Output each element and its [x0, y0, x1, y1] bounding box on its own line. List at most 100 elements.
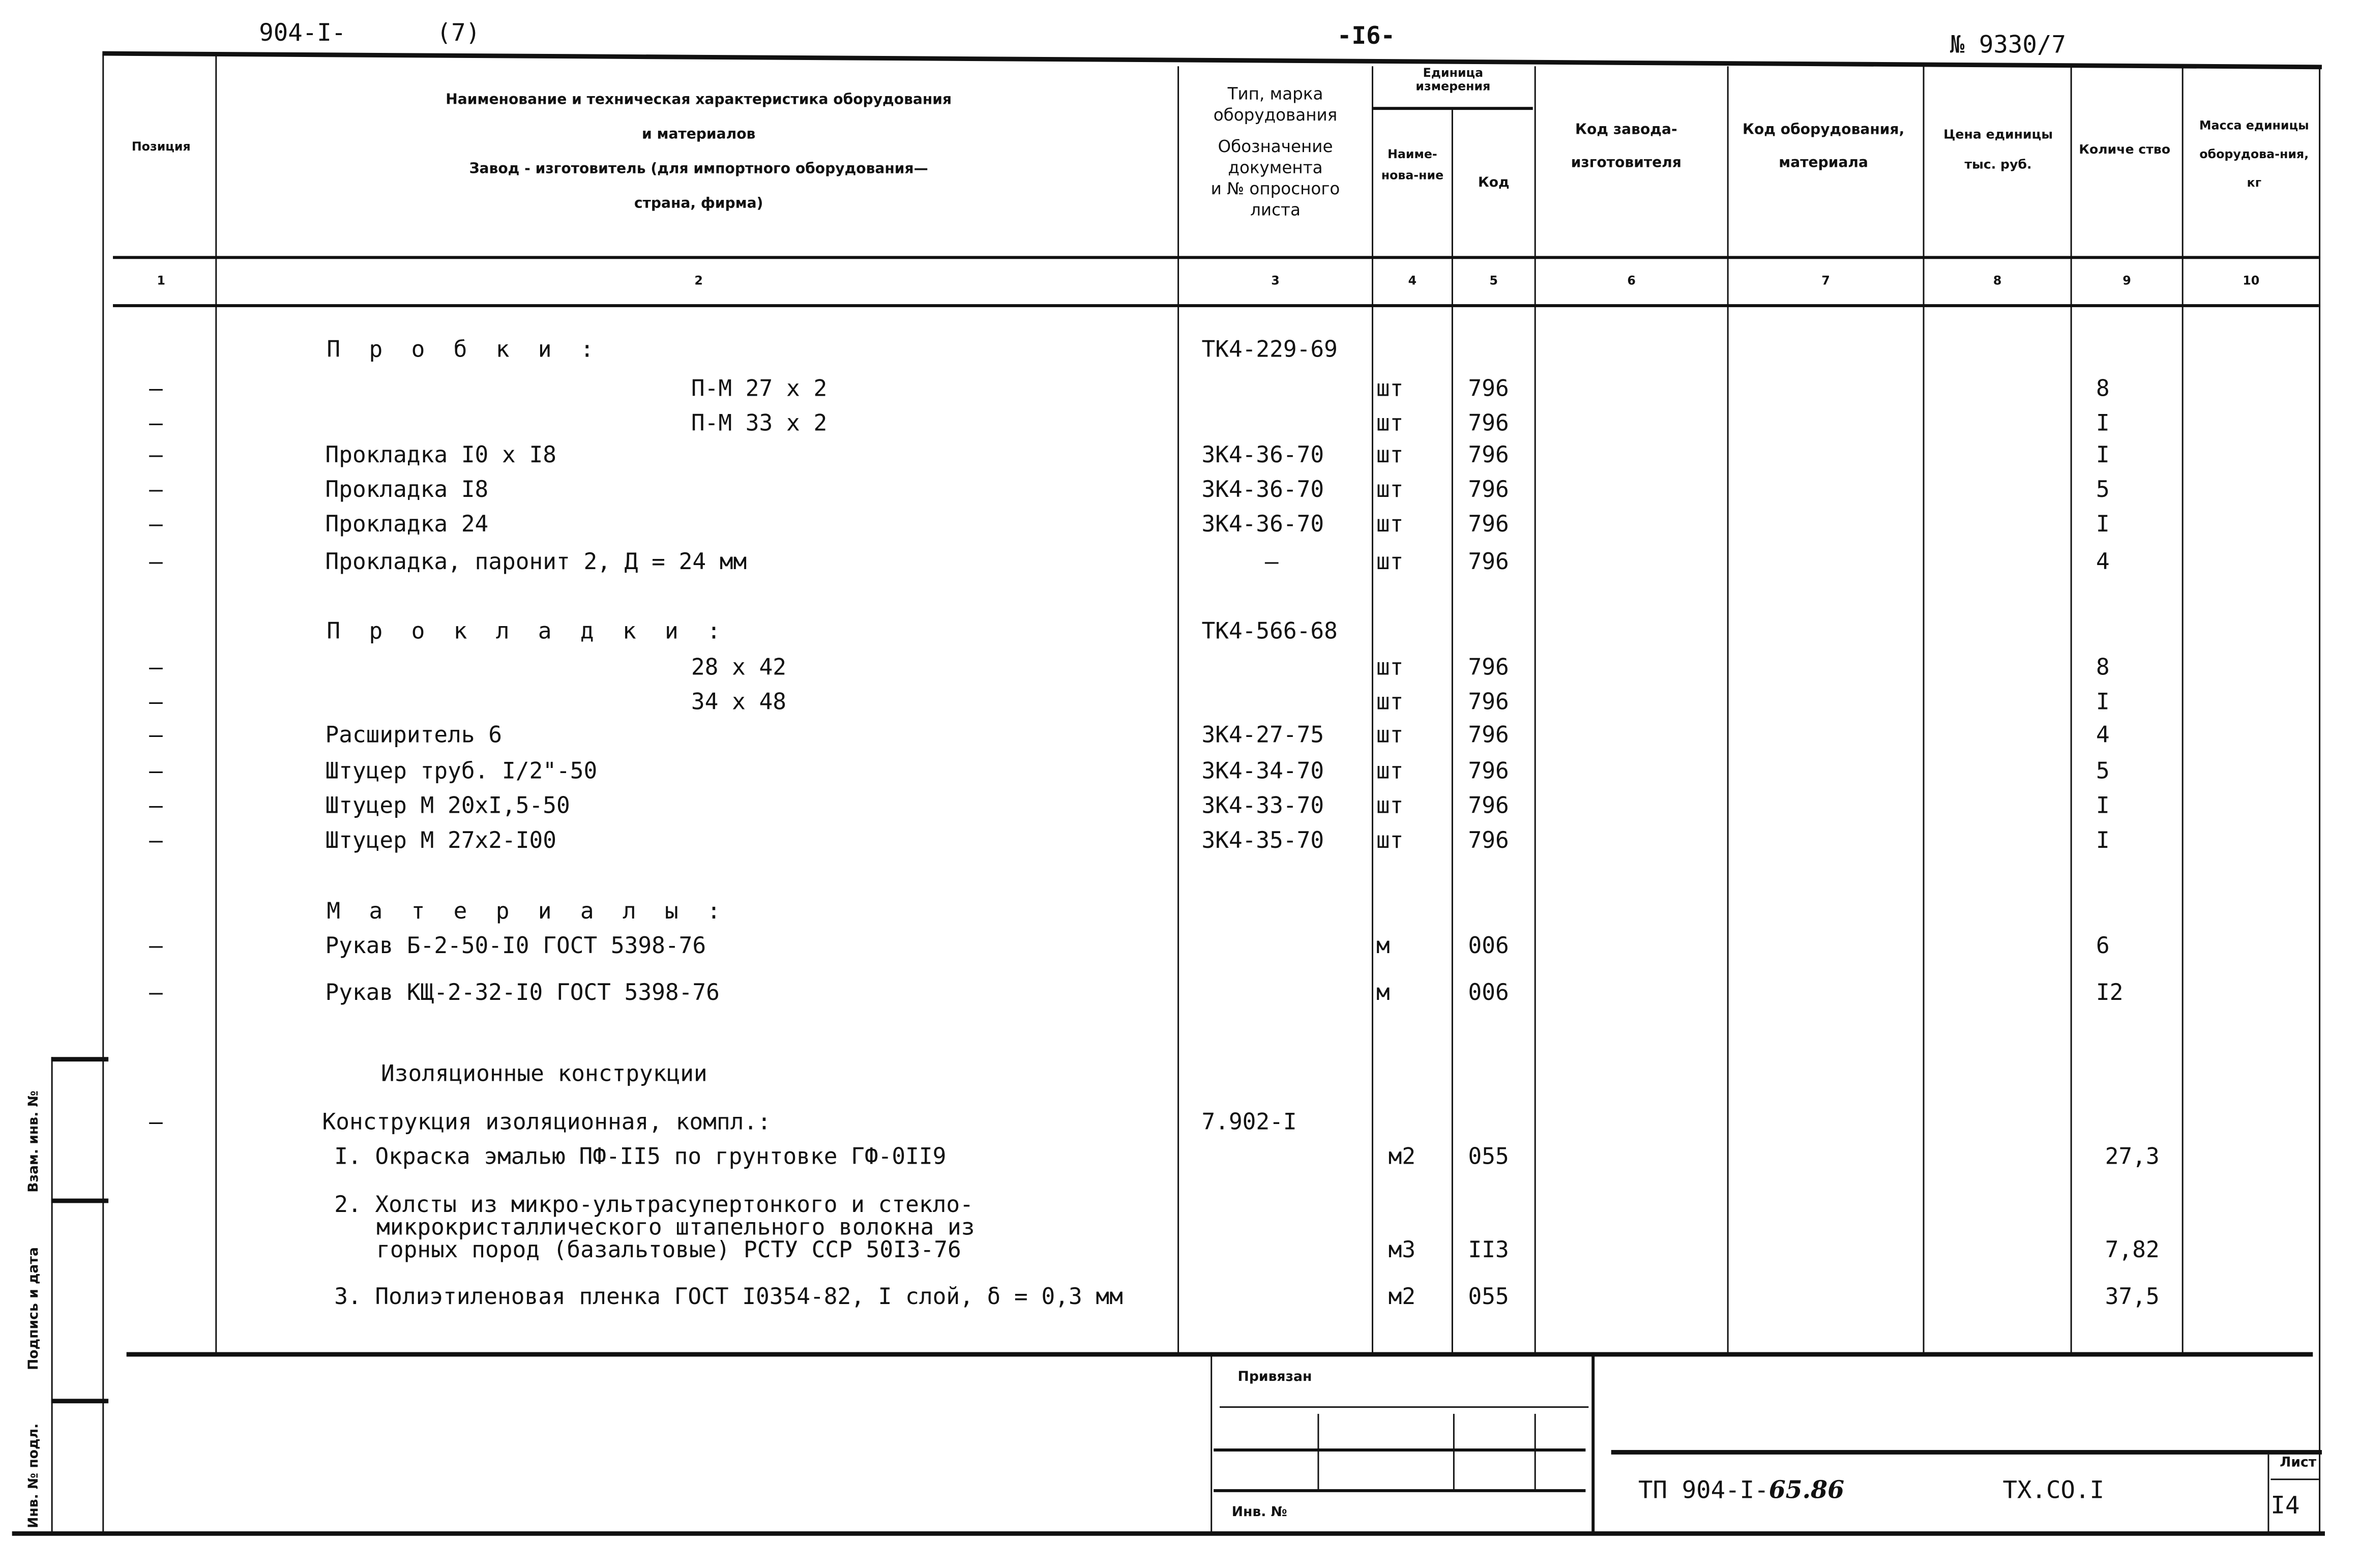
- row-quantity: 5: [2096, 757, 2110, 785]
- row-unit: шт: [1376, 721, 1404, 749]
- stamp-line: [2267, 1454, 2269, 1533]
- row-quantity: I: [2096, 441, 2110, 468]
- stamp-line: [2270, 1478, 2319, 1481]
- header-name-l2: и материалов: [641, 126, 756, 143]
- row-name: 2. Холсты из микро-ультрасупертонкого и …: [334, 1191, 973, 1219]
- column-number: 8: [1993, 274, 2002, 288]
- stamp-line: [1214, 1489, 1586, 1492]
- row-unit: шт: [1376, 476, 1404, 503]
- header-name-l4: страна, фирма): [634, 195, 763, 213]
- header-type-l1: Тип, марка: [1227, 84, 1323, 104]
- col-line: [2181, 66, 2184, 1352]
- side-signature-date: Подпись и дата: [27, 1247, 42, 1371]
- row-unit-code: 006: [1468, 979, 1509, 1006]
- stamp-line: [1453, 1413, 1455, 1489]
- row-quantity: 4: [2096, 721, 2110, 749]
- row-name: Конструкция изоляционная, компл.:: [322, 1108, 771, 1136]
- row-unit-code: 796: [1468, 688, 1509, 716]
- header-type-l2: оборудования: [1213, 105, 1338, 125]
- table-bottom: [126, 1352, 2313, 1357]
- row-document: 3К4-36-70: [1201, 476, 1324, 503]
- row-document: 3К4-27-75: [1201, 721, 1324, 749]
- row-name: горных пород (базальтовые) РСТУ ССР 50I3…: [376, 1236, 961, 1263]
- left-border: [102, 54, 105, 1534]
- row-name: Прокладка, паронит 2, Д = 24 мм: [325, 548, 747, 575]
- row-quantity: I: [2096, 688, 2110, 716]
- row-position: –: [149, 476, 163, 503]
- row-name: Изоляционные конструкции: [381, 1060, 707, 1087]
- doc-code-text: ТП 904-I-: [1638, 1475, 1769, 1504]
- header-type-l3: Обозначение: [1218, 137, 1333, 157]
- row-document: 3К4-36-70: [1201, 441, 1324, 468]
- column-number: 1: [157, 274, 166, 288]
- row-position: –: [149, 792, 163, 819]
- column-number: 9: [2122, 274, 2131, 288]
- row-position: –: [149, 757, 163, 785]
- header-unit-code: Код: [1478, 176, 1510, 191]
- row-quantity: I: [2096, 826, 2110, 854]
- row-document: 3К4-35-70: [1201, 826, 1324, 854]
- row-document: –: [1264, 548, 1279, 575]
- row-document: 3К4-33-70: [1201, 792, 1324, 819]
- header-unit-name: Наиме-нова-ние: [1381, 147, 1444, 183]
- row-unit: м3: [1388, 1236, 1416, 1263]
- row-unit-code: 796: [1468, 510, 1509, 538]
- row-unit-code: 796: [1468, 441, 1509, 468]
- row-name: 28 х 42: [691, 653, 787, 681]
- header-mass: Масса единицы оборудова-ния, кг: [2199, 119, 2309, 190]
- side-line: [51, 1399, 109, 1404]
- row-position: –: [149, 932, 163, 959]
- row-unit-code: 796: [1468, 653, 1509, 681]
- col-line: [2070, 66, 2073, 1352]
- row-name: Штуцер М 20хI,5-50: [325, 792, 570, 819]
- row-position: –: [149, 1108, 163, 1136]
- col-line: [1177, 66, 1179, 1352]
- row-quantity: 6: [2096, 932, 2110, 959]
- row-document: ТК4-566-68: [1201, 617, 1338, 645]
- row-name: Расширитель 6: [325, 721, 503, 749]
- row-quantity: I: [2096, 792, 2110, 819]
- row-unit: шт: [1376, 409, 1404, 437]
- row-position: –: [149, 510, 163, 538]
- right-border: [2319, 66, 2321, 1534]
- row-position: –: [149, 548, 163, 575]
- side-line: [51, 1057, 53, 1533]
- row-unit-code: 796: [1468, 409, 1509, 437]
- row-unit-code: 055: [1468, 1283, 1509, 1310]
- row-name: Прокладка 24: [325, 510, 489, 538]
- stamp-line: [1214, 1448, 1586, 1451]
- header-type-l5: и № опросного: [1211, 179, 1340, 199]
- row-unit-code: 796: [1468, 721, 1509, 749]
- page-number: -I6-: [1337, 21, 1395, 50]
- stamp-line: [1211, 1352, 1213, 1533]
- header-type: Тип, марка оборудования Обозначение доку…: [1179, 84, 1372, 221]
- row-quantity: 37,5: [2105, 1283, 2160, 1310]
- row-name: Штуцер М 27х2-I00: [325, 826, 556, 854]
- row-name: Штуцер труб. I/2"-50: [325, 757, 598, 785]
- row-document: 7.902-I: [1201, 1108, 1297, 1136]
- column-number: 2: [694, 274, 703, 288]
- sheet-number: I4: [2270, 1490, 2300, 1520]
- col-line: [1727, 66, 1729, 1352]
- stamp-line: [1611, 1449, 2322, 1455]
- row-name: 34 х 48: [691, 688, 787, 716]
- row-unit: м2: [1388, 1143, 1416, 1170]
- header-type-l4: документа: [1228, 158, 1323, 178]
- row-position: –: [149, 826, 163, 854]
- row-quantity: I2: [2096, 979, 2123, 1006]
- stamp-line: [1220, 1406, 1589, 1408]
- column-number: 4: [1408, 274, 1417, 288]
- header-unit-group: Единица измерения: [1415, 66, 1491, 94]
- row-name: Прокладка I0 х I8: [325, 441, 556, 468]
- row-quantity: 5: [2096, 476, 2110, 503]
- stamp-line: [1534, 1413, 1536, 1489]
- bound-label: Привязан: [1237, 1370, 1312, 1385]
- row-quantity: 8: [2096, 375, 2110, 402]
- row-position: –: [149, 721, 163, 749]
- row-document: ТК4-229-69: [1201, 336, 1338, 363]
- row-unit-code: 796: [1468, 757, 1509, 785]
- row-unit: м: [1376, 932, 1390, 959]
- row-name: I. Окраска эмалью ПФ-II5 по грунтовке ГФ…: [334, 1143, 947, 1170]
- row-unit: шт: [1376, 792, 1404, 819]
- numbers-divider: [113, 304, 2319, 307]
